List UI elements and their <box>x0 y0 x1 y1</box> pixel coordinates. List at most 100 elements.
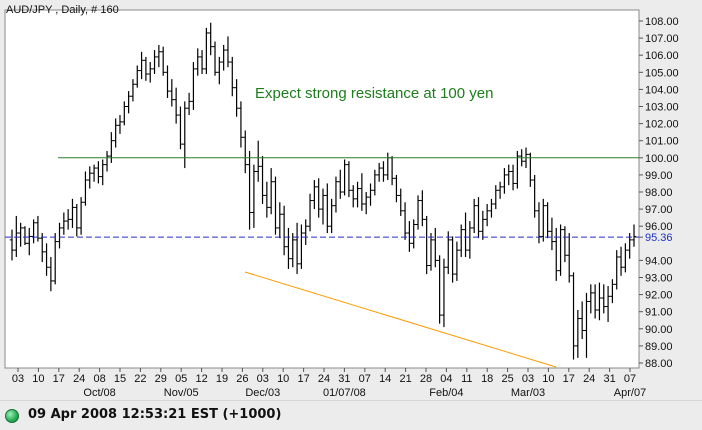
x-day-label: 22 <box>134 373 146 385</box>
price-bar <box>52 233 58 285</box>
price-bar <box>415 195 421 230</box>
price-bar <box>402 202 408 240</box>
x-day-label: 10 <box>542 373 554 385</box>
price-bar <box>528 152 533 187</box>
price-bar <box>493 185 498 210</box>
price-bar <box>65 209 71 230</box>
price-bar <box>148 62 153 83</box>
y-tick-label: 96.00 <box>645 221 673 233</box>
price-bar <box>588 284 594 314</box>
price-bar <box>450 236 455 283</box>
price-bar <box>100 159 105 186</box>
x-day-label: 19 <box>216 373 228 385</box>
price-bar <box>601 284 606 314</box>
y-tick-label: 106.00 <box>645 50 679 62</box>
price-bar <box>299 224 304 269</box>
price-bar <box>376 162 382 182</box>
price-bar <box>467 221 473 259</box>
price-bar <box>186 92 192 116</box>
price-bar <box>104 150 110 172</box>
x-day-label: 17 <box>563 373 575 385</box>
price-bar <box>471 198 477 234</box>
price-bar <box>44 243 49 276</box>
price-bar <box>502 168 507 194</box>
price-bar <box>359 173 365 211</box>
price-bar <box>316 178 321 218</box>
price-bar <box>191 62 196 110</box>
price-bar <box>243 130 248 174</box>
price-bar <box>545 202 550 239</box>
x-day-label: 17 <box>53 373 65 385</box>
price-bar <box>27 227 32 256</box>
price-bar <box>294 222 300 275</box>
y-tick-label: 97.00 <box>645 204 673 216</box>
price-bar <box>169 79 175 107</box>
price-bar <box>48 256 54 292</box>
price-bar <box>40 233 45 263</box>
x-day-label: 21 <box>399 373 411 385</box>
trendline <box>244 271 557 368</box>
price-bar <box>312 180 317 210</box>
price-bar <box>117 115 123 134</box>
price-bar <box>459 224 464 257</box>
price-bar <box>130 79 136 102</box>
y-axis: 108.00 107.00 106.00 105.00 104.00 103.00 102.… <box>639 16 679 370</box>
price-bar <box>135 65 140 88</box>
x-month-label: Mar/03 <box>511 387 545 399</box>
current-price-label: 95.36 <box>645 232 673 244</box>
price-bar <box>618 246 624 276</box>
price-bar <box>433 227 438 268</box>
price-bar <box>532 174 537 218</box>
price-bar <box>489 198 494 218</box>
x-day-label: 24 <box>73 373 85 385</box>
y-tick-label: 107.00 <box>645 33 679 45</box>
x-month-label: Oct/08 <box>83 387 115 399</box>
price-bar <box>281 205 287 256</box>
price-bar <box>614 250 619 290</box>
price-bar <box>61 212 67 235</box>
price-bar <box>631 224 637 247</box>
y-tick-label: 99.00 <box>645 170 673 182</box>
price-bar <box>351 185 356 208</box>
x-day-label: 17 <box>297 373 309 385</box>
y-tick-label: 103.00 <box>645 102 679 114</box>
price-bar <box>506 164 511 186</box>
price-bar <box>338 169 343 199</box>
price-bar <box>463 212 468 257</box>
y-tick-label: 91.00 <box>645 307 673 319</box>
price-bar <box>303 219 308 246</box>
x-day-label: 25 <box>501 373 513 385</box>
price-bar <box>549 217 555 251</box>
x-month-label: 01/07/08 <box>323 387 366 399</box>
x-month-label: Dec/03 <box>245 387 280 399</box>
x-day-label: 29 <box>155 373 167 385</box>
price-bar <box>536 202 542 244</box>
x-day-label: 12 <box>195 373 207 385</box>
price-bar <box>610 279 615 304</box>
price-bar <box>230 56 235 97</box>
plot-area <box>4 9 640 369</box>
price-bar <box>260 156 265 204</box>
x-day-label: 07 <box>624 373 636 385</box>
price-bar <box>571 272 576 360</box>
price-bar <box>195 48 200 76</box>
price-bar <box>212 41 218 76</box>
price-bar <box>143 56 149 81</box>
x-day-label: 18 <box>481 373 493 385</box>
y-tick-label: 90.00 <box>645 324 673 336</box>
x-day-label: 04 <box>440 373 452 385</box>
price-bar <box>567 233 572 283</box>
price-bar <box>264 181 270 218</box>
x-axis: 03 10 17 24 08 15 22 29 05 12 19 26 03 10 17 24 31 07 14 21… <box>12 368 646 399</box>
y-tick-label: 94.00 <box>645 255 673 267</box>
chart-title: AUD/JPY , Daily, # 160 <box>6 4 119 16</box>
status-bar: 09 Apr 2008 12:53:21 EST (+1000) <box>0 400 702 430</box>
price-bar <box>623 243 628 273</box>
annotation-text: Expect strong resistance at 100 yen <box>255 85 493 102</box>
price-bar <box>152 50 157 75</box>
y-tick-label: 102.00 <box>645 119 679 131</box>
x-month-label: Feb/04 <box>429 387 463 399</box>
price-bar <box>31 219 36 244</box>
price-bar <box>221 44 226 71</box>
